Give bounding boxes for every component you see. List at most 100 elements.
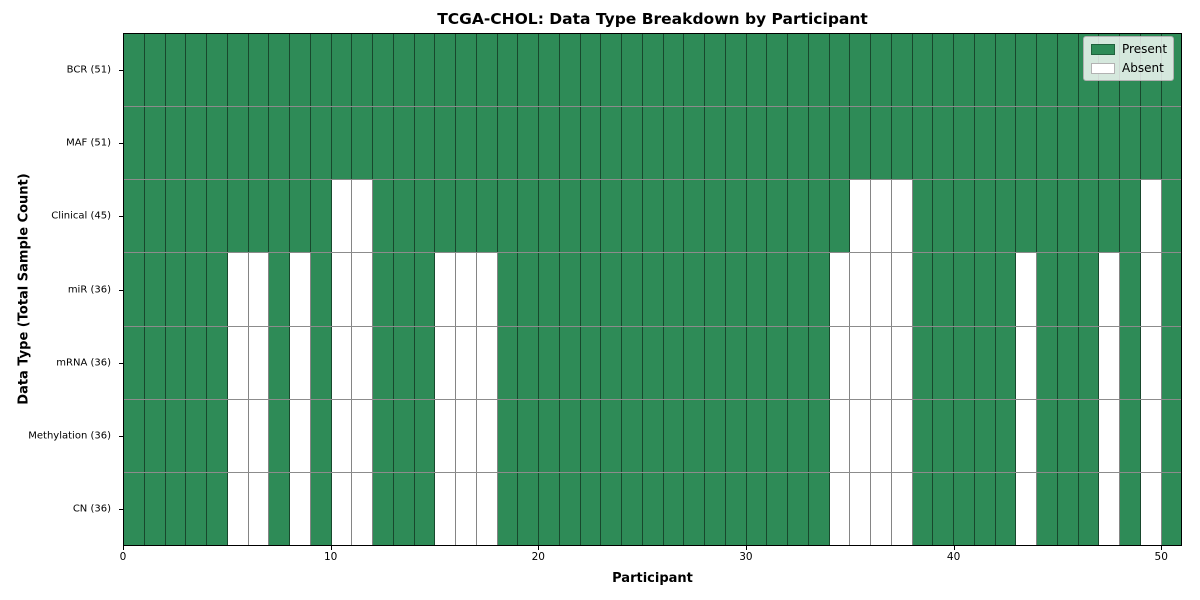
heatmap-cell-present <box>705 472 726 545</box>
heatmap-cell-present <box>393 399 415 472</box>
heatmap-cell-present <box>165 34 187 107</box>
heatmap-cell-present <box>601 34 622 107</box>
heatmap-cell-present <box>331 107 353 180</box>
heatmap-cell-absent <box>1140 399 1162 472</box>
heatmap-cell-present <box>393 107 415 180</box>
heatmap-cell-present <box>207 34 228 107</box>
x-tick-labels: 0 10 20 30 40 50 <box>120 551 1182 565</box>
x-axis-label: Participant <box>612 571 693 586</box>
y-tick-mark <box>119 436 123 438</box>
heatmap-cell-present <box>601 180 622 253</box>
heatmap-cell-absent <box>456 399 477 472</box>
heatmap-cell-present <box>622 180 643 253</box>
heatmap-cell-present <box>974 399 996 472</box>
heatmap-cell-present <box>393 326 415 399</box>
heatmap-cell-present <box>622 326 643 399</box>
heatmap-cell-present <box>642 107 664 180</box>
x-tick-label: 10 <box>323 551 338 563</box>
heatmap-cell-present <box>1037 180 1058 253</box>
heatmap-cell-present <box>269 472 290 545</box>
heatmap-cell-present <box>663 180 685 253</box>
heatmap-cell-present <box>954 107 975 180</box>
heatmap-cell-present <box>788 472 809 545</box>
heatmap-cell-present <box>808 180 830 253</box>
heatmap-cell-present <box>808 472 830 545</box>
heatmap-cell-present <box>518 399 539 472</box>
heatmap-cell-present <box>1161 107 1182 180</box>
heatmap-cell-present <box>435 180 456 253</box>
heatmap-cell-present <box>767 326 788 399</box>
heatmap-cell-present <box>663 253 685 326</box>
heatmap-cell-present <box>808 399 830 472</box>
heatmap-cell-present <box>310 253 332 326</box>
heatmap-cell-absent <box>871 399 892 472</box>
heatmap-cell-absent <box>331 399 353 472</box>
heatmap-cell-absent <box>352 399 373 472</box>
heatmap-cell-present <box>414 472 436 545</box>
heatmap-cell-absent <box>891 399 913 472</box>
heatmap-cell-present <box>642 180 664 253</box>
heatmap-cell-present <box>1037 399 1058 472</box>
heatmap-cell-present <box>580 472 602 545</box>
heatmap-cell-absent <box>331 253 353 326</box>
heatmap-cell-present <box>1078 399 1100 472</box>
heatmap-cell-absent <box>1016 399 1037 472</box>
heatmap-cell-present <box>684 472 705 545</box>
heatmap-cell-absent <box>829 472 851 545</box>
heatmap-cell-present <box>476 180 498 253</box>
heatmap-cell-absent <box>227 472 249 545</box>
heatmap-cell-present <box>1078 326 1100 399</box>
heatmap-cell-absent <box>290 399 311 472</box>
heatmap-cell-present <box>829 107 851 180</box>
legend-entry-absent: Absent <box>1091 62 1166 74</box>
heatmap-row <box>124 107 1182 181</box>
heatmap-cell-present <box>725 326 747 399</box>
heatmap-cell-present <box>1057 253 1079 326</box>
heatmap-cell-present <box>290 180 311 253</box>
heatmap-cell-present <box>124 107 145 180</box>
legend: Present Absent <box>1083 36 1174 81</box>
heatmap-cell-absent <box>829 399 851 472</box>
heatmap-cell-present <box>705 34 726 107</box>
heatmap-cell-present <box>331 34 353 107</box>
chart-title: TCGA-CHOL: Data Type Breakdown by Partic… <box>437 10 868 28</box>
heatmap-cell-present <box>124 34 145 107</box>
heatmap-cell-present <box>393 180 415 253</box>
heatmap-cell-present <box>601 107 622 180</box>
heatmap-cell-present <box>539 107 560 180</box>
heatmap-cell-present <box>559 253 581 326</box>
heatmap-cell-present <box>290 34 311 107</box>
heatmap-cell-present <box>580 399 602 472</box>
heatmap-cell-present <box>705 399 726 472</box>
heatmap-cell-present <box>933 107 954 180</box>
heatmap-cell-absent <box>1140 472 1162 545</box>
heatmap-cell-present <box>207 472 228 545</box>
heatmap-cell-present <box>269 180 290 253</box>
heatmap-cell-present <box>559 34 581 107</box>
y-tick-label: CN (36) <box>72 503 111 515</box>
heatmap-cell-present <box>725 399 747 472</box>
heatmap-cell-present <box>373 253 394 326</box>
heatmap-cell-present <box>767 34 788 107</box>
heatmap-cell-present <box>974 472 996 545</box>
heatmap-cell-present <box>497 180 519 253</box>
heatmap-cell-absent <box>331 180 353 253</box>
heatmap-cell-absent <box>871 326 892 399</box>
heatmap-cell-present <box>456 180 477 253</box>
heatmap-cell-present <box>373 180 394 253</box>
heatmap-cell-present <box>539 253 560 326</box>
x-tick-mark <box>953 546 955 550</box>
heatmap-cell-present <box>767 107 788 180</box>
heatmap-cell-present <box>497 107 519 180</box>
heatmap-cell-present <box>1016 107 1037 180</box>
heatmap-cell-present <box>1161 472 1182 545</box>
heatmap-cell-present <box>124 399 145 472</box>
heatmap-cell-present <box>684 326 705 399</box>
heatmap-cell-present <box>414 253 436 326</box>
x-tick-label: 30 <box>739 551 753 563</box>
heatmap-cell-present <box>373 34 394 107</box>
heatmap-cell-present <box>269 399 290 472</box>
heatmap-cell-present <box>1016 180 1037 253</box>
heatmap-cell-absent <box>1140 326 1162 399</box>
